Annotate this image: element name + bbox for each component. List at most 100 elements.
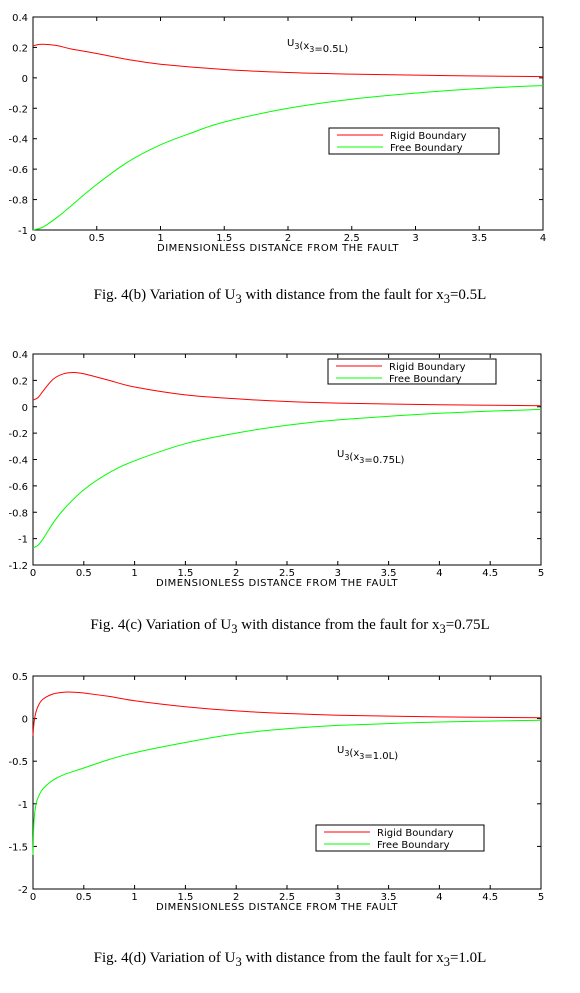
- x-tick-label: 2: [285, 233, 291, 244]
- figure-4b: 0 0.5 1 1.5 2 2.5 3 3.5 4 0.4 0.2 0 -0.2 -0.4 -0.6 -0.8…: [0, 0, 580, 260]
- chart-4b: 0 0.5 1 1.5 2 2.5 3 3.5 4 0.4 0.2 0 -0.2 -0.4 -0.6 -0.8…: [8, 13, 546, 254]
- y-tick-label: -0.6: [8, 482, 28, 493]
- annotation-text: U: [337, 449, 344, 460]
- x-tick-label: 0.5: [76, 568, 92, 579]
- y-tick-label: -1.5: [8, 842, 28, 853]
- annotation-text: (x: [299, 41, 309, 52]
- legend-box: [315, 824, 485, 852]
- legend-label: Free Boundary: [389, 374, 462, 385]
- x-tick-label: 1: [131, 568, 137, 579]
- x-tick-label: 2.5: [344, 233, 360, 244]
- figure-4c: 0 0.5 1 1.5 2 2.5 3 3.5 4 4.5 5 0.4 0.2 0 -0.2 -0.4 -0.6…: [0, 343, 580, 593]
- chart-4d: 0 0.5 1 1.5 2 2.5 3 3.5 4 4.5 5 0.5 0 -0.5 -1 -1.5 -2 DIM…: [8, 672, 544, 913]
- y-tick-label: -1: [18, 226, 28, 237]
- annotation-subscript: 3: [359, 752, 364, 761]
- x-tick-label: 2.5: [279, 892, 295, 903]
- annotation-subscript: 3: [294, 42, 299, 51]
- y-tick-label: -0.6: [8, 165, 28, 176]
- x-tick-label: 0.5: [76, 892, 92, 903]
- legend-label: Rigid Boundary: [377, 828, 454, 839]
- series-line-rigid-boundary: [32, 691, 542, 736]
- x-tick-label: 0: [30, 233, 36, 244]
- x-tick-label: 3.5: [381, 568, 397, 579]
- y-tick-label: -1: [18, 800, 28, 811]
- y-tick-label: 0.4: [12, 350, 28, 361]
- legend-label: Rigid Boundary: [389, 362, 466, 373]
- y-tick-label: 0.4: [12, 13, 28, 24]
- y-tick-label: -0.4: [8, 456, 28, 467]
- chart-4c: 0 0.5 1 1.5 2 2.5 3 3.5 4 4.5 5 0.4 0.2 0 -0.2 -0.4 -0.6…: [8, 350, 544, 589]
- x-tick-label: 3.5: [471, 233, 487, 244]
- x-tick-label: 2.5: [279, 568, 295, 579]
- x-tick-label: 0: [30, 892, 36, 903]
- x-axis-label: DIMENSIONLESS DISTANCE FROM THE FAULT: [156, 578, 398, 589]
- y-tick-label: -2: [18, 885, 28, 896]
- y-tick-label: 0: [22, 715, 28, 726]
- series-line-free-boundary: [32, 719, 542, 855]
- caption-4b: Fig. 4(b) Variation of U3 with distance …: [93, 287, 487, 306]
- legend-label: Rigid Boundary: [390, 131, 467, 142]
- legend-label: Free Boundary: [377, 840, 450, 851]
- x-tick-label: 0: [30, 568, 36, 579]
- x-axis-label: DIMENSIONLESS DISTANCE FROM THE FAULT: [156, 902, 398, 913]
- x-tick-label: 1: [131, 892, 137, 903]
- annotation-text: =0.5L): [314, 44, 348, 55]
- y-tick-label: -1.2: [8, 561, 28, 572]
- x-tick-label: 1.5: [177, 892, 193, 903]
- annotation-text: (x: [349, 452, 359, 463]
- x-tick-label: 3.5: [381, 892, 397, 903]
- x-axis-label: DIMENSIONLESS DISTANCE FROM THE FAULT: [157, 243, 399, 254]
- y-tick-label: -0.2: [8, 429, 28, 440]
- annotation-text: (x: [349, 748, 359, 759]
- y-tick-label: 0.2: [12, 43, 28, 54]
- x-tick-label: 3: [412, 233, 418, 244]
- x-tick-label: 4: [436, 568, 442, 579]
- figure-4d: 0 0.5 1 1.5 2 2.5 3 3.5 4 4.5 5 0.5 0 -0.5 -1 -1.5 -2 DIM…: [0, 668, 580, 920]
- legend-box: [327, 358, 497, 385]
- x-tick-label: 0.5: [89, 233, 105, 244]
- y-tick-label: 0: [22, 74, 28, 85]
- x-tick-label: 1.5: [177, 568, 193, 579]
- annotation-subscript: 3: [344, 749, 349, 758]
- y-tick-label: 0: [22, 403, 28, 414]
- curve-annotation: U3(x3=0.5L): [287, 38, 348, 55]
- series-line-free-boundary: [32, 85, 544, 231]
- x-tick-label: 1: [157, 233, 163, 244]
- curve-annotation: U3(x3=0.75L): [337, 449, 405, 466]
- y-tick-label: 0.5: [12, 672, 28, 683]
- annotation-text: U: [287, 38, 294, 49]
- y-tick-label: -0.2: [8, 104, 28, 115]
- annotation-subscript: 3: [309, 45, 314, 54]
- series-line-rigid-boundary: [32, 371, 542, 407]
- x-tick-label: 2: [233, 568, 239, 579]
- x-tick-label: 3: [335, 568, 341, 579]
- series-line-rigid-boundary: [32, 43, 544, 78]
- x-tick-label: 5: [538, 892, 544, 903]
- y-tick-label: -0.8: [8, 196, 28, 207]
- curve-annotation: U3(x3=1.0L): [337, 745, 398, 762]
- caption-4c: Fig. 4(c) Variation of U3 with distance …: [90, 617, 490, 636]
- y-tick-label: -0.8: [8, 508, 28, 519]
- annotation-text: U: [337, 745, 344, 756]
- x-tick-label: 4.5: [482, 568, 498, 579]
- x-tick-label: 2: [233, 892, 239, 903]
- x-tick-label: 5: [538, 568, 544, 579]
- annotation-text: =0.75L): [364, 455, 404, 466]
- annotation-text: =1.0L): [364, 751, 398, 762]
- x-tick-label: 4: [540, 233, 546, 244]
- annotation-subscript: 3: [344, 453, 349, 462]
- x-tick-label: 1.5: [216, 233, 232, 244]
- x-tick-label: 3: [335, 892, 341, 903]
- y-tick-label: -0.4: [8, 135, 28, 146]
- y-tick-label: 0.2: [12, 376, 28, 387]
- legend-box: [328, 127, 500, 155]
- y-tick-label: -1: [18, 535, 28, 546]
- annotation-subscript: 3: [359, 456, 364, 465]
- caption-4d: Fig. 4(d) Variation of U3 with distance …: [93, 950, 487, 969]
- plot-frame: [32, 675, 542, 890]
- legend-label: Free Boundary: [390, 143, 463, 154]
- y-tick-label: -0.5: [8, 757, 28, 768]
- x-tick-label: 4: [436, 892, 442, 903]
- x-tick-label: 4.5: [482, 892, 498, 903]
- plot-frame: [32, 353, 542, 566]
